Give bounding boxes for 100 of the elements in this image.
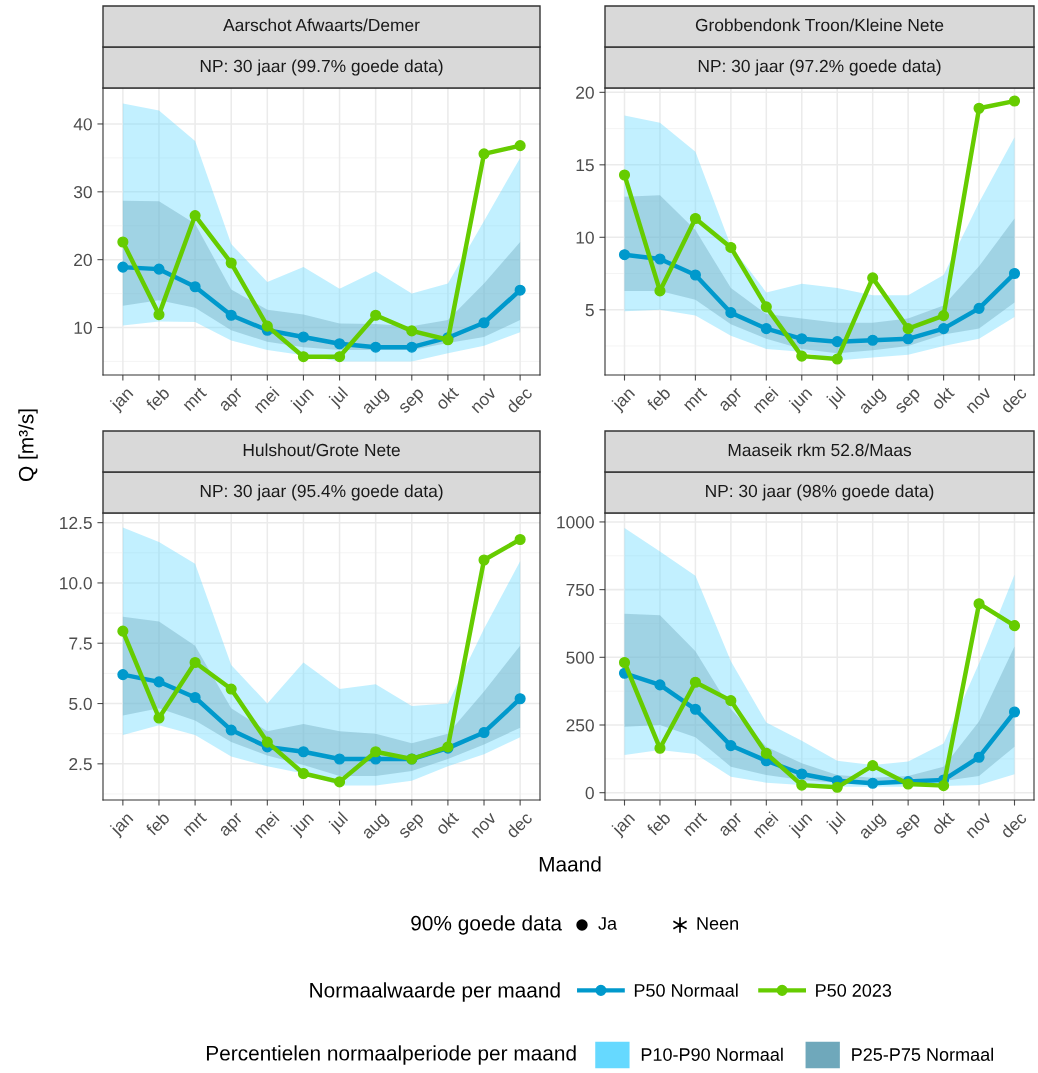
y-tick-label: 1000 xyxy=(557,516,594,529)
x-tick-label: mrt xyxy=(682,811,708,837)
x-tick-label: nov xyxy=(471,387,498,414)
chart-subtitle: NP: 30 jaar (99.7% goede data) xyxy=(200,59,443,76)
y-tick-label: 500 xyxy=(566,651,594,664)
y-tick-label: 5 xyxy=(585,304,594,317)
x-tick-label: mei xyxy=(252,811,280,839)
point xyxy=(225,724,237,736)
point xyxy=(334,776,346,788)
point xyxy=(406,325,418,337)
point xyxy=(334,753,346,765)
x-tick-label: jul xyxy=(825,386,849,410)
point xyxy=(117,236,129,248)
y-tick-label: 12.5 xyxy=(60,516,92,530)
point xyxy=(973,302,985,314)
y-tick-label: 7.5 xyxy=(69,637,92,650)
x-tick-label: aug xyxy=(859,388,888,417)
x-tick-label: jul xyxy=(327,811,351,835)
x-tick-label: dec xyxy=(505,385,533,414)
point xyxy=(831,336,843,348)
x-tick-label: sep xyxy=(398,813,427,842)
point xyxy=(973,598,985,610)
x-tick-label: apr xyxy=(219,387,246,415)
point xyxy=(117,625,129,637)
point xyxy=(514,140,526,152)
x-tick-label: jun xyxy=(787,386,815,414)
point xyxy=(831,781,843,793)
point xyxy=(334,351,346,363)
x-tick-label: aug xyxy=(859,813,888,842)
point xyxy=(654,679,666,691)
text: Neen xyxy=(697,917,738,930)
point xyxy=(334,338,346,350)
point xyxy=(654,253,666,265)
x-tick-label: feb xyxy=(144,810,171,837)
x-tick-label: nov xyxy=(471,812,498,839)
y-tick-label: 2.5 xyxy=(69,757,92,771)
legend-label: P10-P90 Normaal xyxy=(641,1047,783,1061)
point xyxy=(153,676,165,688)
x-tick-label: okt xyxy=(434,385,460,411)
x-tick-label: sep xyxy=(895,388,924,417)
point xyxy=(689,676,701,688)
point xyxy=(406,341,418,353)
x-tick-label: aug xyxy=(362,813,391,842)
x-tick-label: mei xyxy=(252,386,280,414)
point xyxy=(153,309,165,321)
y-tick-label: 0 xyxy=(585,786,594,800)
point xyxy=(261,320,273,332)
point xyxy=(370,309,382,321)
point xyxy=(478,726,490,739)
point xyxy=(725,740,737,752)
x-tick-label: apr xyxy=(719,387,746,415)
point xyxy=(973,751,985,763)
x-tick-label: dec xyxy=(999,385,1028,414)
x-tick-label: mrt xyxy=(182,386,208,412)
point xyxy=(902,333,914,345)
point xyxy=(225,683,237,695)
point xyxy=(117,669,129,681)
y-tick-label: 20 xyxy=(576,86,594,99)
point xyxy=(514,284,526,296)
chart-title: Grobbendonk Troon/Kleine Nete xyxy=(695,18,944,32)
x-tick-label: jul xyxy=(327,386,351,410)
chart-subtitle: NP: 30 jaar (95.4% goede data) xyxy=(200,484,443,501)
point xyxy=(654,742,666,754)
x-axis-title: Maand xyxy=(539,856,601,872)
point xyxy=(225,257,237,269)
y-tick-label: 5.0 xyxy=(69,697,92,710)
y-axis-title: Q [m³/s] xyxy=(18,409,38,482)
point xyxy=(370,746,382,758)
y-tick-label: 15 xyxy=(576,159,594,172)
point xyxy=(189,209,201,222)
point xyxy=(938,780,950,792)
point xyxy=(618,169,631,181)
y-tick-label: 20 xyxy=(74,253,92,267)
x-tick-label: aug xyxy=(362,388,391,417)
x-tick-label: dec xyxy=(999,810,1028,839)
x-tick-label: jun xyxy=(787,811,815,839)
x-tick-label: jul xyxy=(825,811,849,835)
point xyxy=(725,307,737,319)
point xyxy=(225,309,237,321)
chart-title: Maaseik rkm 52.8/Maas xyxy=(728,443,912,457)
point xyxy=(189,656,201,669)
x-tick-label: feb xyxy=(645,385,672,412)
point xyxy=(370,341,382,353)
y-tick-label: 40 xyxy=(73,118,92,131)
y-tick-label: 750 xyxy=(566,583,594,597)
point xyxy=(689,212,701,225)
x-tick-label: nov xyxy=(966,812,993,839)
x-tick-label: jan xyxy=(108,386,136,414)
point xyxy=(725,241,737,254)
x-tick-label: mrt xyxy=(182,811,208,837)
x-tick-label: sep xyxy=(895,813,924,842)
x-tick-label: nov xyxy=(966,387,993,414)
point xyxy=(514,693,526,705)
point xyxy=(867,272,879,284)
legend-label: P25-P75 Normaal xyxy=(852,1047,993,1061)
x-tick-label: mrt xyxy=(682,386,708,412)
point xyxy=(725,695,737,707)
x-tick-label: jun xyxy=(289,386,317,414)
point xyxy=(189,691,201,704)
x-tick-label: jan xyxy=(610,386,638,414)
